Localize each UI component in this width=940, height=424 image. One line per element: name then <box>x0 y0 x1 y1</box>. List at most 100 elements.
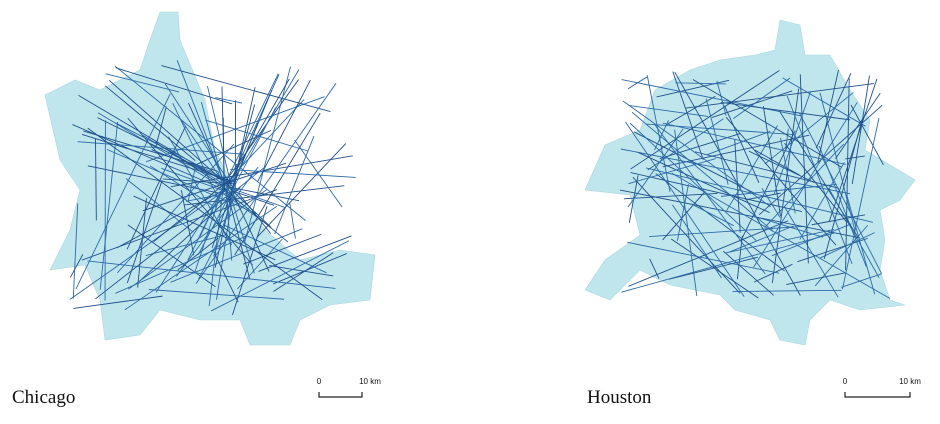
route <box>273 252 334 292</box>
route <box>274 135 315 235</box>
route <box>115 122 229 182</box>
route <box>215 97 243 104</box>
route <box>232 205 268 316</box>
route <box>672 71 704 160</box>
route <box>73 295 163 309</box>
route <box>823 121 863 260</box>
route <box>115 235 248 294</box>
route <box>628 220 789 287</box>
scale-start: 0 <box>317 377 322 386</box>
route <box>753 102 858 268</box>
route <box>817 69 839 163</box>
route <box>720 101 851 121</box>
route <box>633 131 756 195</box>
route <box>243 233 322 265</box>
route <box>811 214 865 226</box>
route <box>846 194 876 295</box>
route <box>654 120 669 151</box>
route <box>646 123 794 136</box>
city-label: Houston <box>587 387 652 408</box>
route <box>736 235 743 280</box>
route <box>745 192 781 201</box>
route <box>799 162 845 240</box>
route <box>630 172 802 213</box>
route <box>126 126 186 250</box>
route <box>243 66 291 244</box>
route <box>753 263 793 283</box>
route <box>631 111 774 232</box>
route <box>819 232 875 259</box>
route <box>799 74 809 264</box>
route <box>257 80 311 182</box>
route <box>97 112 226 189</box>
chicago-area <box>44 11 376 346</box>
route <box>180 189 195 256</box>
route <box>842 118 880 290</box>
route <box>116 188 226 249</box>
route <box>835 92 881 159</box>
route <box>213 192 234 257</box>
route <box>782 77 866 127</box>
route <box>818 145 867 267</box>
route <box>762 106 781 217</box>
route <box>662 122 846 165</box>
route <box>105 85 196 161</box>
route <box>294 139 343 208</box>
route <box>773 91 811 194</box>
route <box>786 95 853 265</box>
city-label: Chicago <box>12 387 75 408</box>
route <box>630 70 780 170</box>
route <box>221 86 226 192</box>
route <box>797 237 868 263</box>
route <box>97 117 232 184</box>
route <box>180 118 223 182</box>
route <box>676 184 689 241</box>
route <box>691 203 734 227</box>
route <box>95 192 232 300</box>
route <box>222 78 290 194</box>
route <box>740 130 796 242</box>
route <box>716 80 727 116</box>
route <box>705 98 729 185</box>
route <box>629 122 757 242</box>
scale-end: 10 km <box>359 377 381 386</box>
route <box>620 148 851 195</box>
route <box>228 186 300 202</box>
route <box>654 123 766 275</box>
route <box>238 193 272 234</box>
route <box>225 190 230 220</box>
route <box>649 258 660 279</box>
route <box>125 178 193 233</box>
route <box>230 169 356 178</box>
route <box>133 195 276 261</box>
route <box>127 189 267 290</box>
scale-start: 0 <box>843 377 848 386</box>
route <box>841 273 882 288</box>
route <box>669 256 759 280</box>
route <box>187 165 197 203</box>
route <box>815 73 852 149</box>
route <box>734 139 741 233</box>
route <box>170 228 303 283</box>
route <box>200 101 225 185</box>
route <box>721 183 837 197</box>
route <box>662 190 706 241</box>
route <box>177 237 219 271</box>
route <box>87 127 323 300</box>
route <box>783 206 839 298</box>
scale-bar <box>844 392 911 398</box>
route <box>786 272 846 286</box>
route <box>269 265 334 277</box>
route <box>671 172 891 299</box>
routes <box>69 60 891 316</box>
route <box>694 151 840 189</box>
route <box>124 205 278 311</box>
route <box>725 228 834 254</box>
route <box>99 121 119 290</box>
route <box>210 240 350 312</box>
route <box>784 143 848 223</box>
route <box>724 105 760 183</box>
route <box>798 112 883 274</box>
route <box>194 180 226 274</box>
